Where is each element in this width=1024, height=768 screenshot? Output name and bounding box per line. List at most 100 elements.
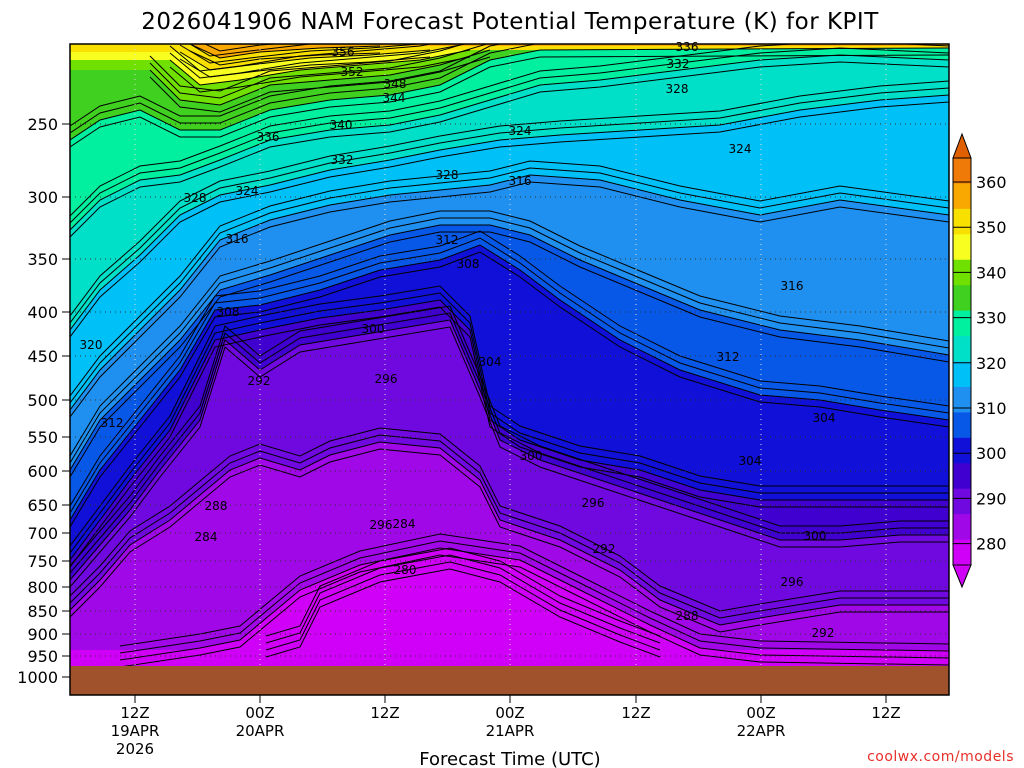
isentrope-line — [70, 54, 949, 148]
isentrope-line — [70, 244, 949, 521]
isentrope-line — [70, 181, 949, 418]
contour-label: 296 — [781, 575, 804, 589]
isentrope-line — [119, 533, 949, 647]
x-tick-label: 20APR — [236, 722, 285, 740]
contour-label: 284 — [195, 530, 218, 544]
colorbar-swatch — [953, 336, 971, 362]
y-tick-label: 400 — [27, 303, 58, 322]
colorbar-swatch — [953, 514, 971, 541]
contour-label: 312 — [717, 350, 740, 364]
isentrope-line — [70, 224, 949, 471]
isentrope-line — [149, 44, 466, 92]
contour-label: 344 — [383, 91, 406, 105]
isentrope-line — [70, 44, 949, 217]
isentrope-line — [70, 312, 949, 574]
isentrope-line — [70, 87, 949, 324]
y-tick-label: 450 — [27, 347, 58, 366]
y-tick-label: 750 — [27, 552, 58, 571]
isentrope-line — [179, 56, 431, 78]
colorbar-swatch — [953, 437, 971, 464]
isentrope-line — [70, 237, 949, 514]
isentrope-line — [189, 44, 321, 57]
x-tick-label: 00Z — [746, 704, 775, 722]
contour-label: 292 — [812, 626, 835, 640]
x-tick-label: 12Z — [871, 704, 900, 722]
contour-label: 312 — [436, 233, 459, 247]
y-tick-label: 800 — [27, 578, 58, 597]
contour-label: 292 — [248, 374, 271, 388]
contour-label: 332 — [667, 57, 690, 71]
contour-label: 324 — [509, 124, 532, 138]
isentrope-line — [70, 427, 949, 612]
colorbar-label: 350 — [976, 218, 1007, 237]
y-tick-label: 1000 — [17, 668, 58, 687]
isentrope-line — [70, 61, 949, 238]
contour-label: 312 — [101, 416, 124, 430]
y-tick-label: 250 — [27, 115, 58, 134]
contour-label: 324 — [729, 142, 752, 156]
contour-label: 296 — [370, 518, 393, 532]
isentrope-line — [70, 299, 949, 561]
isentrope-line — [70, 54, 949, 231]
isentrope-line — [189, 44, 381, 59]
isentrope-line — [70, 80, 949, 317]
isentrope-line — [70, 94, 949, 331]
y-tick-label: 350 — [27, 250, 58, 269]
contour-label: 304 — [479, 355, 502, 369]
contour-label: 328 — [666, 82, 689, 96]
colorbar-swatch — [953, 361, 971, 388]
isentrope-line — [70, 448, 949, 633]
isentrope-line — [70, 160, 949, 397]
contour-label: 304 — [813, 411, 836, 425]
contour-label: 328 — [436, 168, 459, 182]
contour-label: 296 — [582, 496, 605, 510]
isentrope-line — [70, 292, 949, 554]
colorbar-label: 340 — [976, 263, 1007, 282]
x-tick-label: 19APR — [111, 722, 160, 740]
x-tick-label: 00Z — [245, 704, 274, 722]
x-axis-title: Forecast Time (UTC) — [419, 749, 600, 768]
colorbar-swatch — [953, 158, 971, 184]
contour-label: 316 — [781, 279, 804, 293]
colorbar-swatch — [953, 285, 971, 312]
x-tick-label: 12Z — [370, 704, 399, 722]
colorbar-swatch — [953, 539, 971, 566]
y-tick-label: 650 — [27, 496, 58, 515]
y-axis: 250 300 350 400 450 500 550 600 650 700 750 800 850 9… — [17, 115, 70, 687]
y-tick-label: 850 — [27, 602, 58, 621]
contour-label: 288 — [676, 609, 699, 623]
colorbar-label: 330 — [976, 309, 1007, 328]
isentrope-line — [70, 285, 949, 547]
x-tick-label: 00Z — [495, 704, 524, 722]
isentrope-line — [149, 56, 491, 113]
isentrope-line — [70, 326, 949, 588]
isentrope-line — [70, 441, 949, 626]
colorbar-label: 300 — [976, 444, 1007, 463]
y-tick-label: 500 — [27, 391, 58, 410]
y-tick-label: 950 — [27, 647, 58, 666]
isentrope-line — [179, 44, 425, 64]
isentrope-line — [169, 49, 471, 86]
contour-label: 308 — [217, 305, 240, 319]
contour-label: 320 — [80, 338, 103, 352]
colorbar-swatch — [953, 234, 971, 261]
colorbar-swatch — [953, 183, 971, 210]
x-tick-label: 12Z — [621, 704, 650, 722]
isentrope-line — [119, 547, 949, 661]
chart-title: 2026041906 NAM Forecast Potential Temper… — [141, 9, 879, 35]
isentrope-lines — [70, 44, 949, 666]
contour-label: 288 — [205, 499, 228, 513]
contour-label: 316 — [226, 232, 249, 246]
colorbar-label: 320 — [976, 354, 1007, 373]
y-tick-label: 900 — [27, 625, 58, 644]
isentrope-line — [265, 561, 661, 651]
isentrope-line — [70, 174, 949, 411]
theta-field — [70, 44, 949, 666]
contour-label: 332 — [331, 153, 354, 167]
isentrope-line — [70, 44, 538, 134]
colorbar-swatch — [953, 386, 971, 413]
x-tick-label: 21APR — [486, 722, 535, 740]
contour-label: 304 — [739, 454, 762, 468]
colorbar-swatch — [953, 488, 971, 515]
colorbar-swatch — [953, 208, 971, 235]
